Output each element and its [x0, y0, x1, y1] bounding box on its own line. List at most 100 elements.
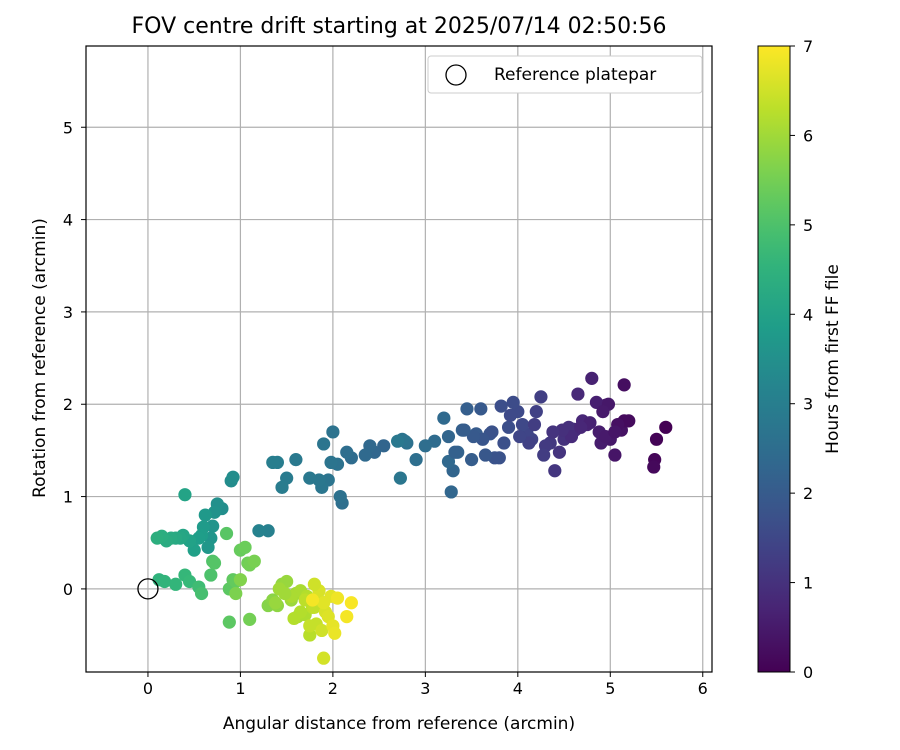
data-point: [326, 425, 340, 439]
data-point: [289, 453, 303, 467]
data-point: [418, 439, 432, 453]
data-point: [485, 425, 499, 439]
colorbar-tick-label: 3: [803, 395, 813, 414]
y-tick-label: 5: [63, 118, 73, 137]
data-point: [527, 417, 542, 432]
data-point: [233, 573, 248, 587]
data-point: [564, 429, 579, 444]
data-point: [457, 423, 471, 437]
data-point: [328, 626, 342, 640]
data-point: [229, 586, 243, 601]
data-point: [574, 420, 588, 434]
x-tick-label: 6: [698, 679, 708, 698]
data-point: [503, 408, 518, 422]
data-point: [261, 524, 275, 538]
data-point: [608, 448, 622, 462]
data-point: [617, 378, 631, 392]
data-point: [649, 432, 664, 446]
data-point: [571, 387, 585, 401]
plot-area: 0 1 2 3 4 5 6 0 1 2 3 4 5: [63, 45, 713, 698]
data-point: [207, 556, 222, 570]
data-point: [169, 577, 183, 591]
data-point: [178, 488, 192, 502]
y-tick-label: 4: [63, 211, 73, 230]
data-point: [437, 411, 451, 425]
data-point: [596, 405, 610, 419]
colorbar-scale: [757, 45, 791, 673]
data-point: [409, 453, 423, 467]
data-point: [497, 436, 511, 450]
data-point: [317, 651, 331, 665]
data-point: [157, 574, 172, 589]
axes-frame: [85, 45, 713, 673]
data-point: [340, 610, 354, 624]
data-point: [464, 453, 479, 467]
legend-box: [427, 55, 703, 94]
x-tick-label: 3: [420, 679, 430, 698]
x-tick-label: 1: [235, 679, 245, 698]
data-point: [444, 485, 458, 499]
data-point: [534, 390, 548, 404]
data-point: [305, 593, 320, 607]
data-point: [460, 402, 474, 416]
legend-label: Reference platepar: [494, 65, 656, 85]
data-point: [340, 445, 354, 459]
y-tick-label: 0: [63, 580, 73, 599]
x-axis-label: Angular distance from reference (arcmin): [223, 714, 575, 734]
data-point: [344, 596, 358, 610]
colorbar-tick-label: 7: [803, 37, 813, 56]
data-point: [552, 445, 567, 459]
data-point: [324, 455, 338, 470]
data-point: [529, 405, 543, 419]
x-tick-label: 5: [605, 679, 615, 698]
y-tick-label: 2: [63, 395, 73, 414]
data-point: [198, 508, 212, 522]
colorbar-tick-label: 0: [803, 663, 813, 682]
data-point: [150, 531, 164, 545]
colorbar-tick-label: 4: [803, 305, 813, 324]
data-point: [537, 448, 551, 462]
data-point: [247, 554, 261, 568]
data-point: [315, 623, 329, 638]
colorbar-tick-label: 6: [803, 126, 813, 145]
data-point: [506, 395, 520, 409]
data-point: [548, 464, 562, 478]
data-point: [219, 526, 234, 541]
data-point: [204, 568, 218, 582]
data-point: [330, 591, 345, 605]
data-point: [466, 429, 481, 444]
data-point: [522, 436, 536, 450]
data-point: [226, 470, 240, 484]
data-point: [275, 480, 289, 494]
data-point: [659, 420, 673, 434]
y-axis-label: Rotation from reference (arcmin): [30, 218, 50, 498]
data-point: [589, 395, 604, 409]
x-tick-label: 0: [143, 679, 153, 698]
colorbar-label: Hours from first FF file: [823, 264, 843, 454]
colorbar-tick-label: 1: [803, 574, 813, 593]
legend: Reference platepar: [427, 55, 703, 94]
y-tick-label: 1: [63, 488, 73, 507]
data-point: [272, 582, 286, 596]
data-point: [268, 596, 283, 610]
data-point: [194, 586, 209, 601]
legend-marker: [445, 64, 467, 86]
y-tick-label: 3: [63, 303, 73, 322]
colorbar-tick-label: 5: [803, 216, 813, 235]
data-point: [307, 577, 321, 591]
colorbar-tick-label: 2: [803, 484, 813, 503]
data-point: [441, 454, 456, 469]
data-point: [333, 489, 347, 504]
data-point: [478, 448, 493, 462]
chart-title: FOV centre drift starting at 2025/07/14 …: [132, 14, 667, 39]
x-tick-label: 4: [513, 679, 523, 698]
data-point: [287, 611, 301, 626]
reference-point: [137, 578, 159, 600]
data-point: [201, 540, 215, 554]
data-point: [608, 425, 622, 439]
data-point: [243, 612, 257, 626]
data-point: [252, 524, 266, 538]
colorbar: 0 1 2 3 4 5 6 7: [757, 37, 813, 682]
